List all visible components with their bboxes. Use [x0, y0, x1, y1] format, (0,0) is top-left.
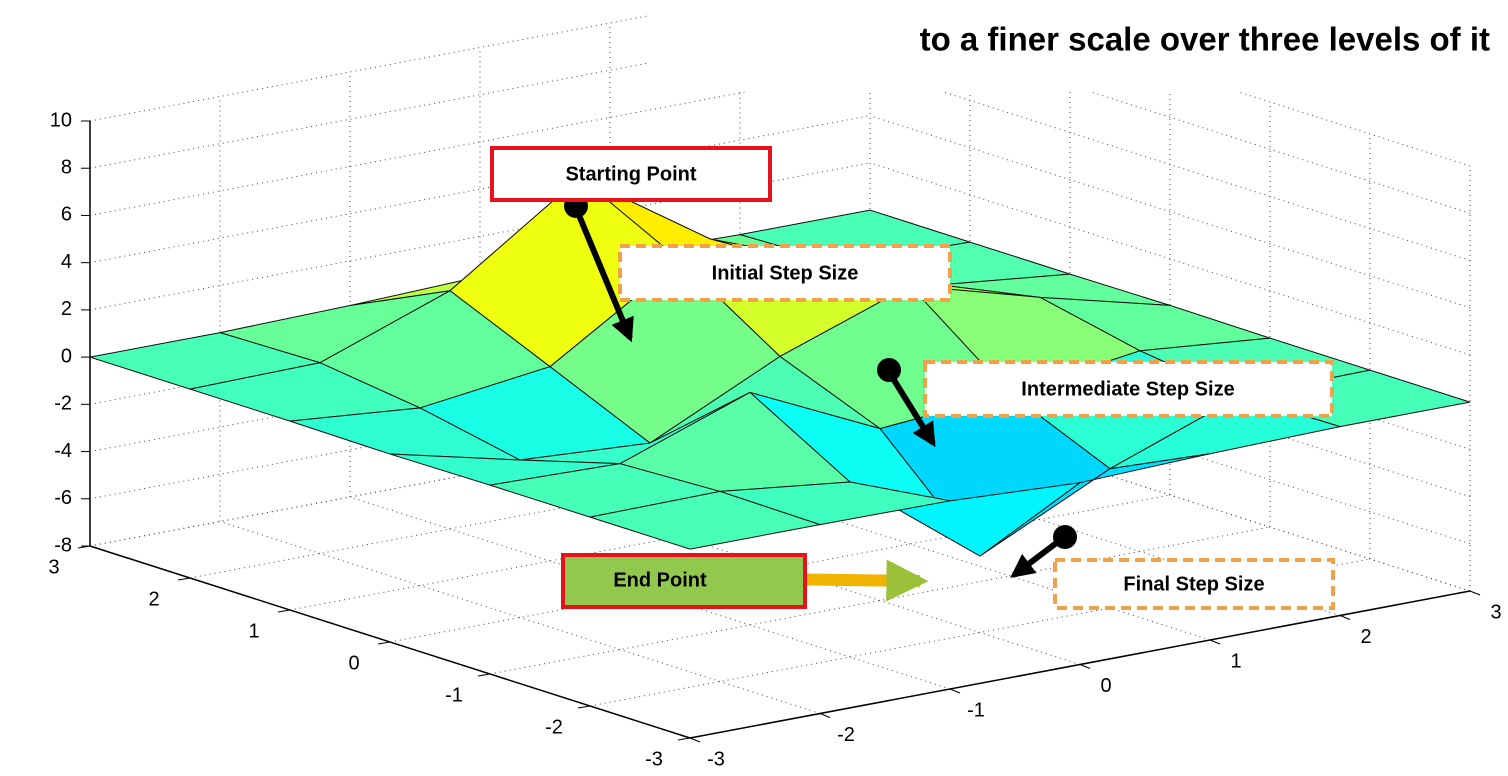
- x-tick-label: -3: [707, 748, 725, 770]
- tick-mark: [949, 688, 961, 694]
- tick-mark: [1209, 639, 1221, 645]
- y-tick-label: -1: [445, 684, 463, 706]
- z-tick-label: 0: [61, 345, 72, 367]
- y-tick-label: -2: [545, 716, 563, 738]
- z-tick-label: 4: [61, 251, 72, 273]
- dot: [877, 358, 901, 382]
- axis-layer: -8 -6 -4 -2 0 2 4 6 8 10 -3 -2 -1 0 1 2 3 -3 -2 -1 0 1 2 3: [48, 109, 1501, 770]
- y-tick-label: 2: [148, 588, 159, 610]
- dot: [1053, 525, 1077, 549]
- z-tick-label: -4: [54, 440, 72, 462]
- annotation: Initial Step Size: [712, 262, 859, 284]
- annotation-box: [490, 146, 772, 202]
- annotation: End Point: [613, 569, 707, 591]
- tick-mark: [1469, 590, 1481, 596]
- y-tick-label: 0: [348, 652, 359, 674]
- annotation-box: [618, 244, 952, 302]
- x-tick-label: 3: [1490, 601, 1501, 623]
- z-tick-label: -8: [54, 534, 72, 556]
- arrow: [573, 206, 634, 343]
- annotation-box: [561, 553, 807, 609]
- tick-mark: [1339, 615, 1351, 620]
- annotation-box: [923, 360, 1334, 418]
- z-tick-label: 2: [61, 298, 72, 320]
- x-tick-label: 2: [1360, 626, 1371, 648]
- grid-line: [219, 521, 821, 714]
- x-tick-label: 1: [1230, 650, 1241, 672]
- x-tick-label: -1: [967, 699, 985, 721]
- x-tick-label: -2: [837, 724, 855, 746]
- y-tick-label: 1: [248, 620, 259, 642]
- arrow: [886, 370, 936, 448]
- annotation: Starting Point: [565, 163, 696, 185]
- tick-mark: [277, 609, 291, 613]
- tick-mark: [77, 545, 91, 549]
- y-tick-label: -3: [645, 748, 663, 770]
- tick-mark: [577, 705, 591, 709]
- y-tick-label: 3: [48, 556, 59, 578]
- annotations: Starting Point Initial Step Size Interme…: [490, 146, 1335, 610]
- annotation-box: [1053, 558, 1335, 610]
- surface-patch: [589, 490, 822, 550]
- tick-mark: [689, 737, 701, 743]
- tick-mark: [377, 641, 391, 645]
- z-tick-label: -2: [54, 393, 72, 415]
- z-tick-label: 10: [50, 109, 72, 131]
- x-tick-label: 0: [1100, 675, 1111, 697]
- z-tick-label: -6: [54, 487, 72, 509]
- tick-mark: [677, 737, 691, 741]
- z-tick-label: 8: [61, 157, 72, 179]
- tick-mark: [819, 713, 831, 718]
- tick-mark: [477, 673, 491, 677]
- title-backdrop: [650, 0, 1508, 92]
- chart-title: to a finer scale over three levels of it: [920, 21, 1490, 58]
- arrow: [1010, 535, 1065, 578]
- tick-mark: [177, 577, 191, 581]
- tick-mark: [1079, 664, 1091, 669]
- annotation: Intermediate Step Size: [1021, 378, 1234, 400]
- annotation: Final Step Size: [1123, 573, 1264, 595]
- z-tick-label: 6: [61, 204, 72, 226]
